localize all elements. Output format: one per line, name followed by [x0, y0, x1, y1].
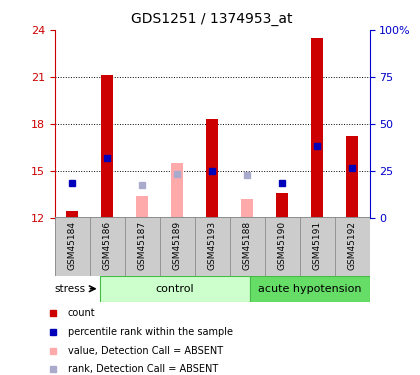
Text: GSM45193: GSM45193 [207, 221, 217, 270]
Bar [160, 217, 194, 276]
Bar [66, 211, 78, 217]
Text: control: control [155, 284, 194, 294]
Text: acute hypotension: acute hypotension [258, 284, 361, 294]
Text: GSM45187: GSM45187 [138, 221, 147, 270]
Bar [299, 217, 335, 276]
Bar [55, 217, 89, 276]
Bar [346, 136, 358, 218]
Bar [335, 217, 370, 276]
Text: GSM45192: GSM45192 [348, 221, 357, 270]
Bar [171, 163, 183, 218]
Text: stress: stress [55, 284, 86, 294]
Bar [100, 276, 249, 302]
Bar [101, 75, 113, 217]
Text: GSM45188: GSM45188 [243, 221, 252, 270]
Bar [276, 192, 288, 217]
Text: rank, Detection Call = ABSENT: rank, Detection Call = ABSENT [68, 364, 218, 374]
Text: count: count [68, 308, 95, 318]
Text: GSM45186: GSM45186 [102, 221, 112, 270]
Bar [230, 217, 265, 276]
Text: value, Detection Call = ABSENT: value, Detection Call = ABSENT [68, 346, 223, 355]
Bar [136, 196, 148, 217]
Text: GSM45189: GSM45189 [173, 221, 181, 270]
Bar [311, 38, 323, 218]
Text: percentile rank within the sample: percentile rank within the sample [68, 327, 233, 337]
Bar [194, 217, 230, 276]
Text: GSM45191: GSM45191 [312, 221, 322, 270]
Text: GSM45184: GSM45184 [68, 221, 76, 270]
Bar [249, 276, 370, 302]
Bar [125, 217, 160, 276]
Title: GDS1251 / 1374953_at: GDS1251 / 1374953_at [131, 12, 293, 26]
Bar [89, 217, 125, 276]
Bar [206, 119, 218, 218]
Bar [241, 199, 253, 217]
Bar [265, 217, 299, 276]
Text: GSM45190: GSM45190 [278, 221, 286, 270]
